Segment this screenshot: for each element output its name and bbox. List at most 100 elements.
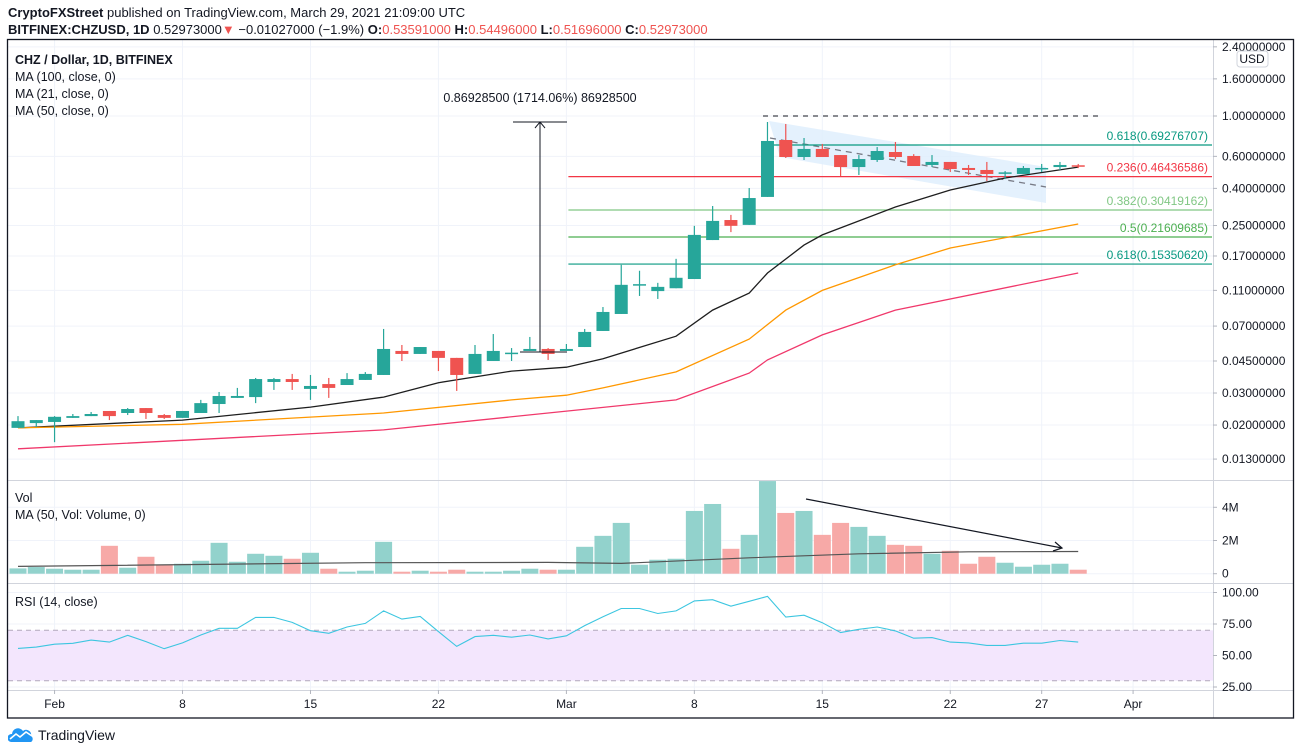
candle	[523, 336, 537, 351]
candle	[834, 155, 848, 176]
candle-body	[998, 172, 1012, 174]
candle	[925, 155, 939, 168]
measure-label: 0.86928500 (1714.06%) 86928500	[443, 91, 636, 105]
candle	[413, 347, 427, 354]
candle-body	[194, 403, 208, 413]
candle	[779, 123, 793, 158]
volume-bar	[46, 568, 64, 574]
candle-body	[139, 408, 153, 413]
rsi-axis-label: 50.00	[1222, 649, 1252, 663]
low-value: 0.51696000	[552, 22, 622, 37]
candle-body	[486, 350, 500, 361]
time-axis-label: 8	[691, 697, 698, 711]
candle	[559, 343, 573, 351]
candle	[1035, 163, 1049, 173]
volume-bars	[9, 481, 1087, 574]
candle	[139, 408, 153, 419]
legend-rsi[interactable]: RSI (14, close)	[15, 595, 98, 609]
candle-body	[815, 148, 829, 158]
candle	[1071, 163, 1085, 169]
volume-bar	[155, 565, 173, 574]
volume-bar	[393, 571, 411, 574]
candle-body	[267, 379, 281, 382]
publisher-name[interactable]: CryptoFXStreet	[8, 5, 104, 20]
candle	[943, 161, 957, 173]
candle-body	[358, 373, 372, 380]
candle-body	[870, 151, 884, 160]
candle-body	[724, 220, 738, 226]
candle-body	[413, 347, 427, 354]
candle-body	[523, 348, 537, 351]
candle	[888, 141, 902, 160]
fib-level-label: 0.5(0.21609685)	[1120, 221, 1208, 235]
price-axis-label: 1.00000000	[1222, 109, 1286, 123]
candle-body	[121, 409, 135, 413]
volume-bar	[777, 512, 795, 574]
close-value: 0.52973000	[638, 22, 708, 37]
volume-bar	[1051, 563, 1069, 574]
rsi-line	[17, 595, 1079, 650]
volume-bar	[210, 542, 228, 574]
candle	[486, 334, 500, 361]
drawings[interactable]	[513, 121, 1064, 552]
candle	[176, 410, 190, 418]
legend-ma100[interactable]: MA (100, close, 0)	[15, 70, 116, 84]
candle	[468, 344, 482, 374]
fibonacci-retracement[interactable]: 0.618(0.69276707) 0.236(0.46436586) 0.382(…	[568, 129, 1212, 265]
legend-ma21[interactable]: MA (21, close, 0)	[15, 87, 109, 101]
volume-bar	[1033, 564, 1051, 574]
price-axis-label: 0.02000000	[1222, 418, 1286, 432]
volume-bar	[685, 510, 703, 574]
volume-axis-label: 4M	[1222, 500, 1239, 514]
price-axis-label: 2.40000000	[1222, 40, 1286, 54]
volume-bar	[27, 567, 45, 574]
volume-bar	[612, 522, 630, 574]
candle	[907, 154, 921, 167]
legend-vol[interactable]: Vol	[15, 491, 32, 505]
time-axis-label: 15	[304, 697, 318, 711]
candle	[633, 270, 647, 296]
candle	[505, 348, 519, 361]
candle-body	[651, 286, 665, 292]
legend-ma50[interactable]: MA (50, close, 0)	[15, 104, 109, 118]
candle-body	[687, 234, 701, 280]
low-label: L:	[540, 22, 553, 37]
time-axis-label: Feb	[44, 697, 65, 711]
candle-body	[925, 161, 939, 165]
volume-bar	[466, 571, 484, 574]
volume-bar	[850, 526, 868, 574]
moving-average-ma21	[17, 166, 1079, 429]
candle	[998, 171, 1012, 180]
price-axis-label: 0.17000000	[1222, 249, 1286, 263]
candle-body	[943, 161, 957, 170]
open-value: 0.53591000	[382, 22, 451, 37]
volume-bar	[338, 571, 356, 574]
volume-axis-label: 2M	[1222, 534, 1239, 548]
tradingview-logo[interactable]: TradingView	[8, 727, 115, 743]
price-axis-label: 0.07000000	[1222, 319, 1286, 333]
time-axis-label: 22	[944, 697, 958, 711]
candle	[962, 164, 976, 175]
candle-body	[340, 379, 354, 386]
currency-badge[interactable]: USD	[1236, 50, 1269, 68]
candle-body	[102, 410, 116, 417]
candle	[760, 121, 774, 197]
candle	[102, 410, 116, 421]
candle-body	[431, 350, 445, 358]
candle-body	[888, 152, 902, 158]
fib-level-label: 0.618(0.15350620)	[1107, 248, 1208, 262]
candle-body	[614, 284, 628, 314]
candle-body	[834, 155, 848, 168]
moving-average-ma100	[17, 272, 1079, 450]
volume-bar	[484, 571, 502, 574]
legend-vol-ma[interactable]: MA (50, Vol: Volume, 0)	[15, 508, 146, 522]
candle	[212, 391, 226, 413]
candle-body	[377, 348, 391, 375]
fib-level-label: 0.382(0.30419162)	[1107, 194, 1208, 208]
candle	[267, 377, 281, 390]
time-axis-label: 15	[816, 697, 830, 711]
volume-bar	[174, 563, 192, 574]
candle-body	[468, 353, 482, 374]
candle-body	[322, 384, 336, 388]
